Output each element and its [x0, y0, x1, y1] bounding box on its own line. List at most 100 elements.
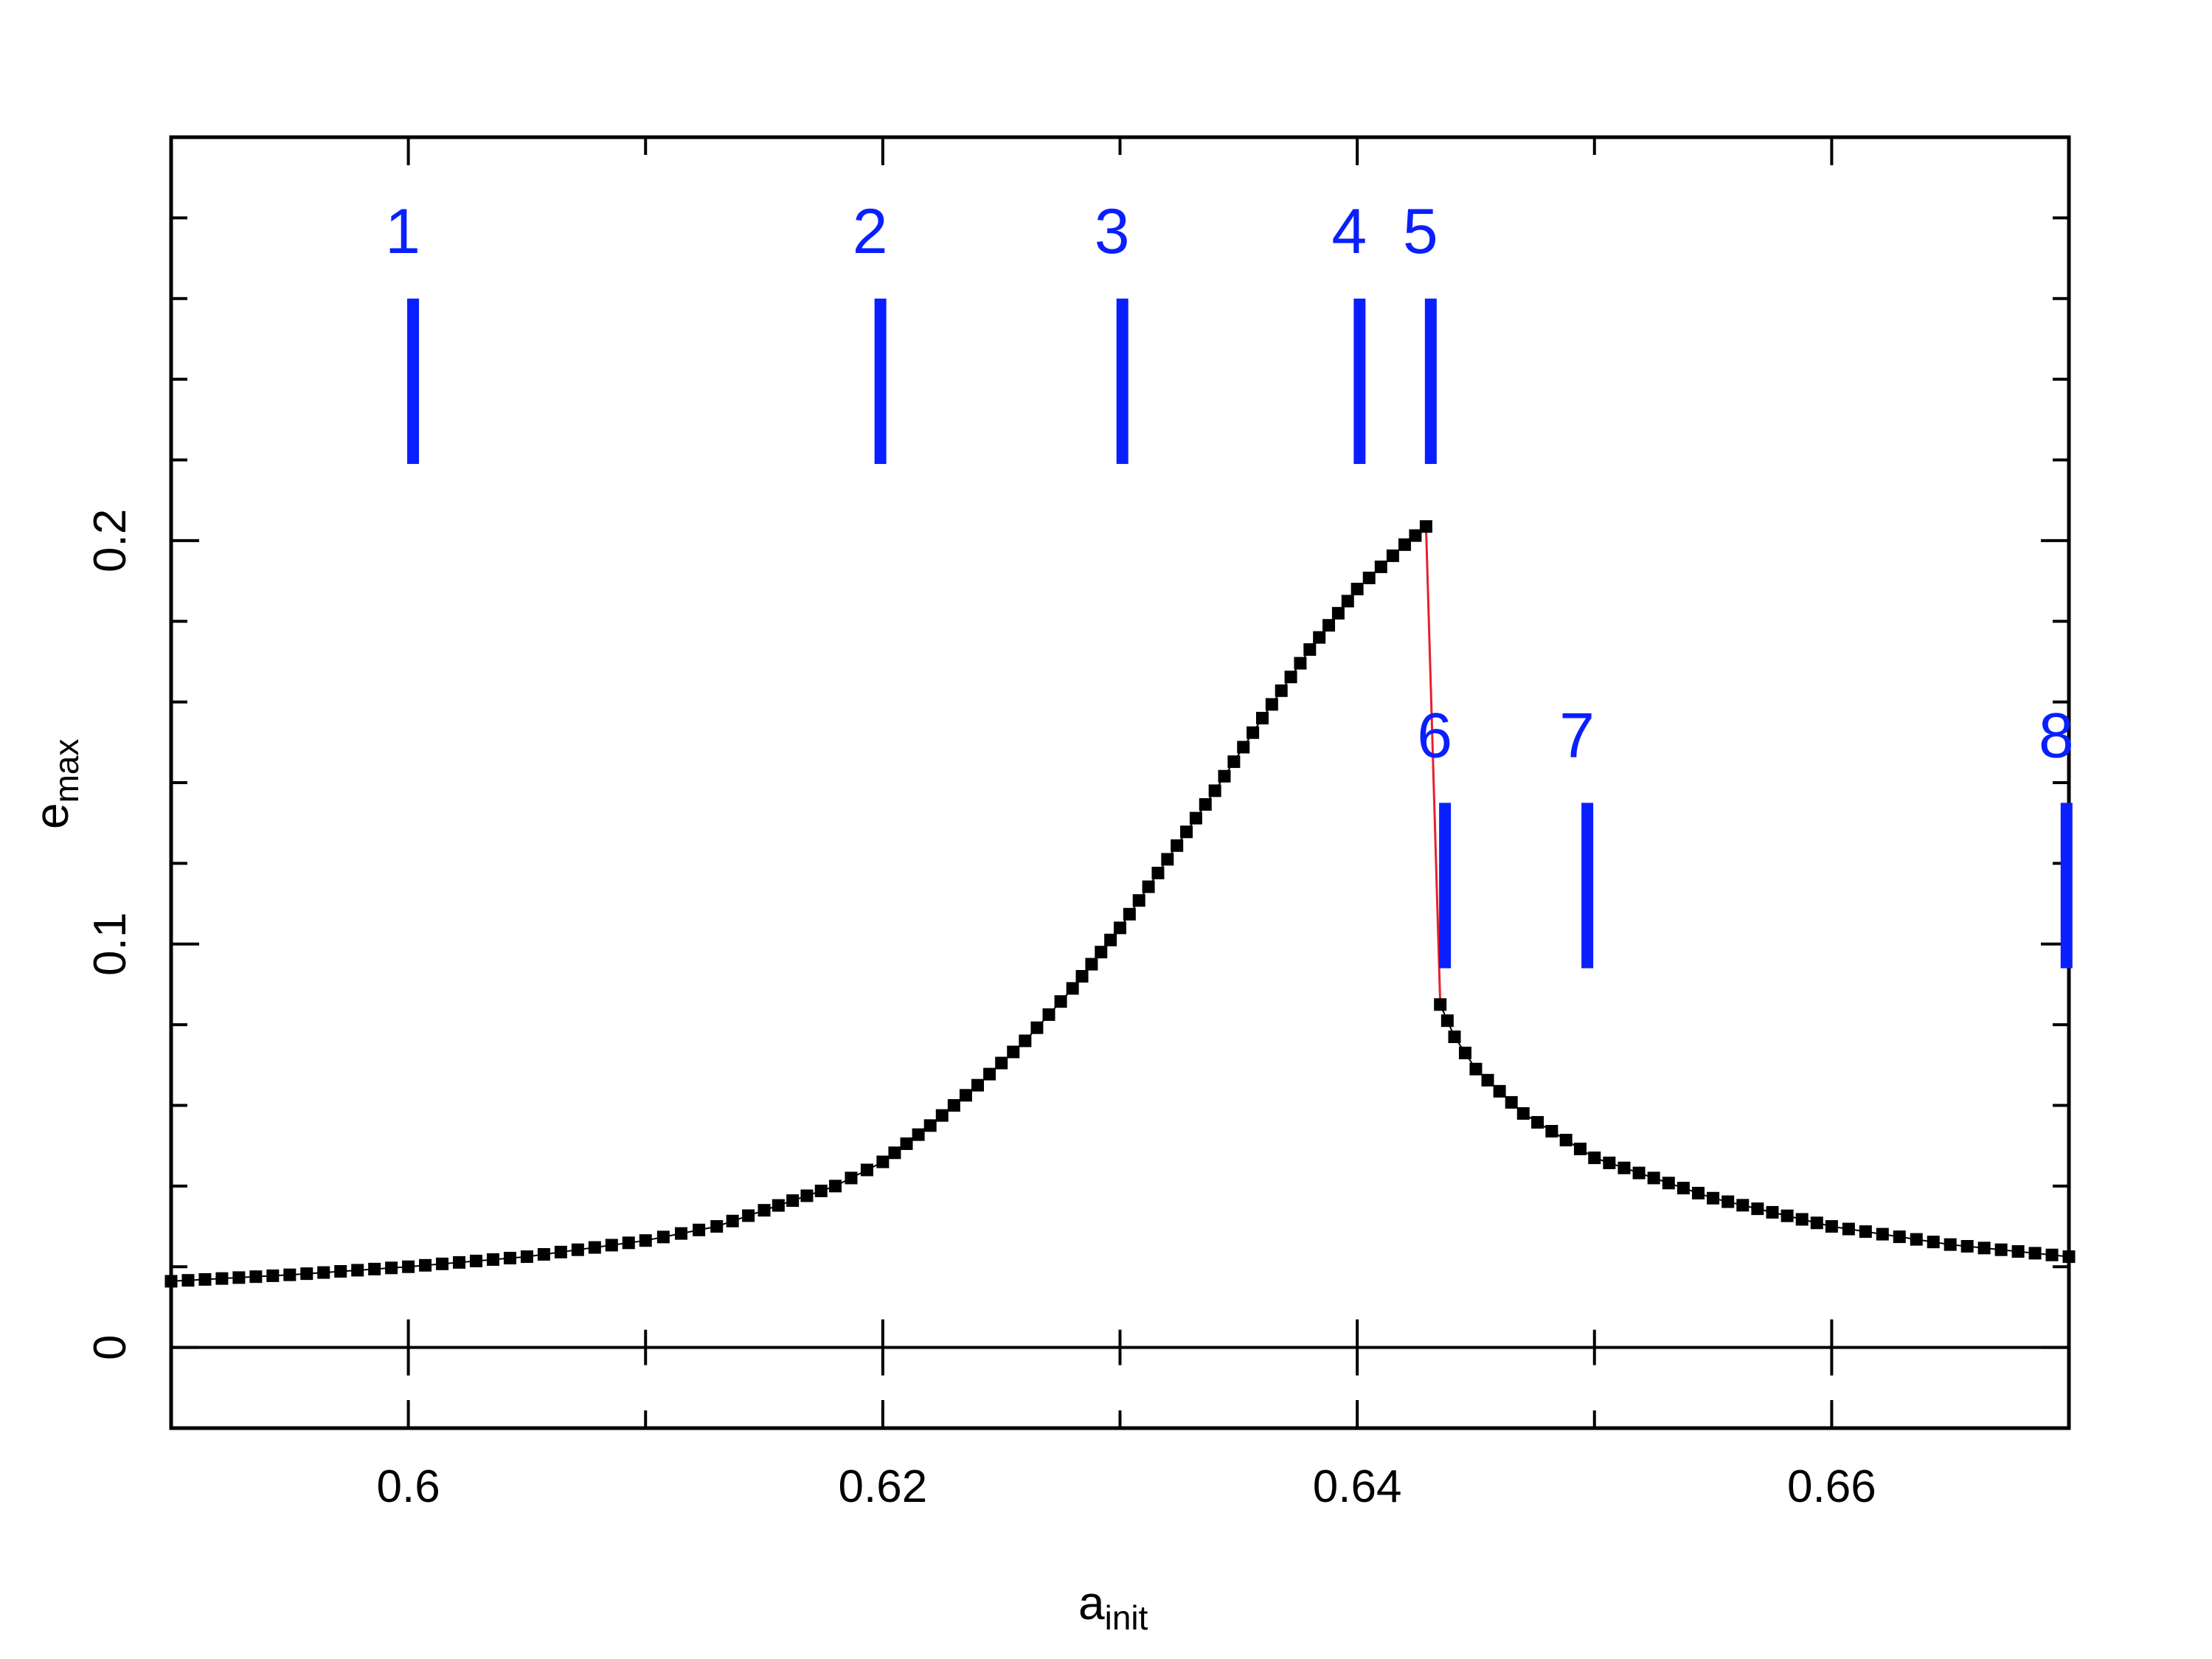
data-point — [453, 1255, 466, 1269]
data-point — [537, 1247, 550, 1261]
marker-label-2: 2 — [853, 196, 888, 267]
marker-label-8: 8 — [2039, 700, 2074, 771]
data-point — [1842, 1222, 1855, 1236]
data-point — [215, 1272, 229, 1285]
data-point — [1161, 853, 1174, 866]
data-point — [486, 1253, 499, 1266]
data-point — [1927, 1236, 1940, 1249]
data-point — [385, 1261, 398, 1275]
data-point — [181, 1274, 195, 1287]
data-point — [1707, 1191, 1720, 1205]
data-point — [1227, 755, 1241, 769]
marker-label-7: 7 — [1559, 700, 1595, 771]
data-point — [1294, 657, 1307, 670]
y-axis-label: emax — [25, 739, 86, 830]
data-point — [571, 1243, 584, 1256]
data-point — [1054, 995, 1067, 1008]
data-point — [1313, 631, 1326, 644]
data-point — [1275, 684, 1288, 697]
marker-label-5: 5 — [1403, 196, 1438, 267]
data-point — [656, 1230, 670, 1244]
jump-line — [1424, 526, 1442, 1005]
data-point — [1531, 1115, 1544, 1129]
data-point — [1505, 1095, 1518, 1109]
data-point — [757, 1204, 771, 1217]
data-point — [2062, 1250, 2076, 1264]
data-point — [622, 1236, 635, 1250]
data-point — [1588, 1151, 1601, 1165]
data-point — [1331, 606, 1345, 620]
data-point — [1085, 957, 1098, 971]
data-point — [1893, 1230, 1906, 1244]
data-point — [800, 1189, 814, 1202]
data-point — [1662, 1177, 1675, 1190]
data-point — [829, 1180, 842, 1193]
data-point — [1632, 1166, 1646, 1180]
y-tick-label: 0 — [85, 1334, 136, 1360]
data-point — [1341, 595, 1354, 608]
data-point — [1218, 769, 1231, 783]
data-point — [1751, 1202, 1764, 1216]
data-point — [814, 1184, 828, 1197]
data-point — [1386, 549, 1399, 562]
data-point — [1255, 712, 1269, 724]
data-point — [1142, 880, 1155, 893]
data-point — [419, 1258, 432, 1272]
data-point — [1095, 946, 1108, 959]
x-tick-label: 0.6 — [377, 1461, 440, 1512]
x-tick-label: 0.62 — [839, 1461, 928, 1512]
data-point — [1960, 1240, 1974, 1253]
data-point — [1419, 520, 1432, 533]
data-point — [674, 1227, 687, 1240]
data-point — [1030, 1021, 1044, 1034]
data-point — [888, 1146, 901, 1160]
data-point — [959, 1089, 972, 1102]
data-point — [1123, 907, 1136, 921]
marker-bar-5 — [1424, 298, 1437, 464]
marker-label-1: 1 — [385, 196, 420, 267]
data-point — [1781, 1209, 1794, 1222]
data-point — [1237, 741, 1250, 754]
data-point — [1859, 1225, 1872, 1239]
data-point — [1284, 671, 1297, 684]
data-point — [726, 1214, 739, 1227]
data-point — [232, 1271, 246, 1284]
data-point — [605, 1239, 618, 1252]
data-point — [983, 1067, 996, 1081]
data-point — [1409, 529, 1422, 542]
data-point — [1810, 1216, 1823, 1230]
data-point — [351, 1264, 364, 1277]
data-point — [470, 1254, 483, 1267]
data-point — [2011, 1245, 2025, 1258]
data-point — [1199, 798, 1212, 811]
data-point — [249, 1270, 263, 1284]
data-point — [402, 1260, 415, 1273]
data-point — [1180, 825, 1193, 839]
data-point — [1481, 1073, 1494, 1087]
data-point — [1469, 1062, 1483, 1076]
data-point — [1440, 1014, 1454, 1028]
data-point — [935, 1109, 949, 1122]
data-point — [1603, 1156, 1616, 1169]
data-point — [845, 1171, 858, 1185]
data-point — [503, 1252, 516, 1265]
data-point — [300, 1267, 313, 1281]
data-point — [283, 1268, 297, 1281]
y-tick-label: 0.1 — [85, 912, 136, 976]
marker-bar-6 — [1439, 803, 1452, 969]
data-point — [786, 1194, 800, 1208]
data-point — [1398, 538, 1411, 551]
marker-label-3: 3 — [1095, 196, 1130, 267]
data-point — [1766, 1205, 1779, 1219]
data-point — [1559, 1134, 1573, 1147]
data-point — [520, 1250, 533, 1264]
data-point — [1573, 1143, 1587, 1156]
marker-label-4: 4 — [1331, 196, 1367, 267]
data-point — [1019, 1034, 1032, 1047]
data-point — [1545, 1125, 1559, 1137]
data-point — [912, 1128, 925, 1141]
data-point — [2028, 1247, 2042, 1260]
data-points — [164, 520, 2076, 1288]
data-point — [1132, 894, 1145, 907]
